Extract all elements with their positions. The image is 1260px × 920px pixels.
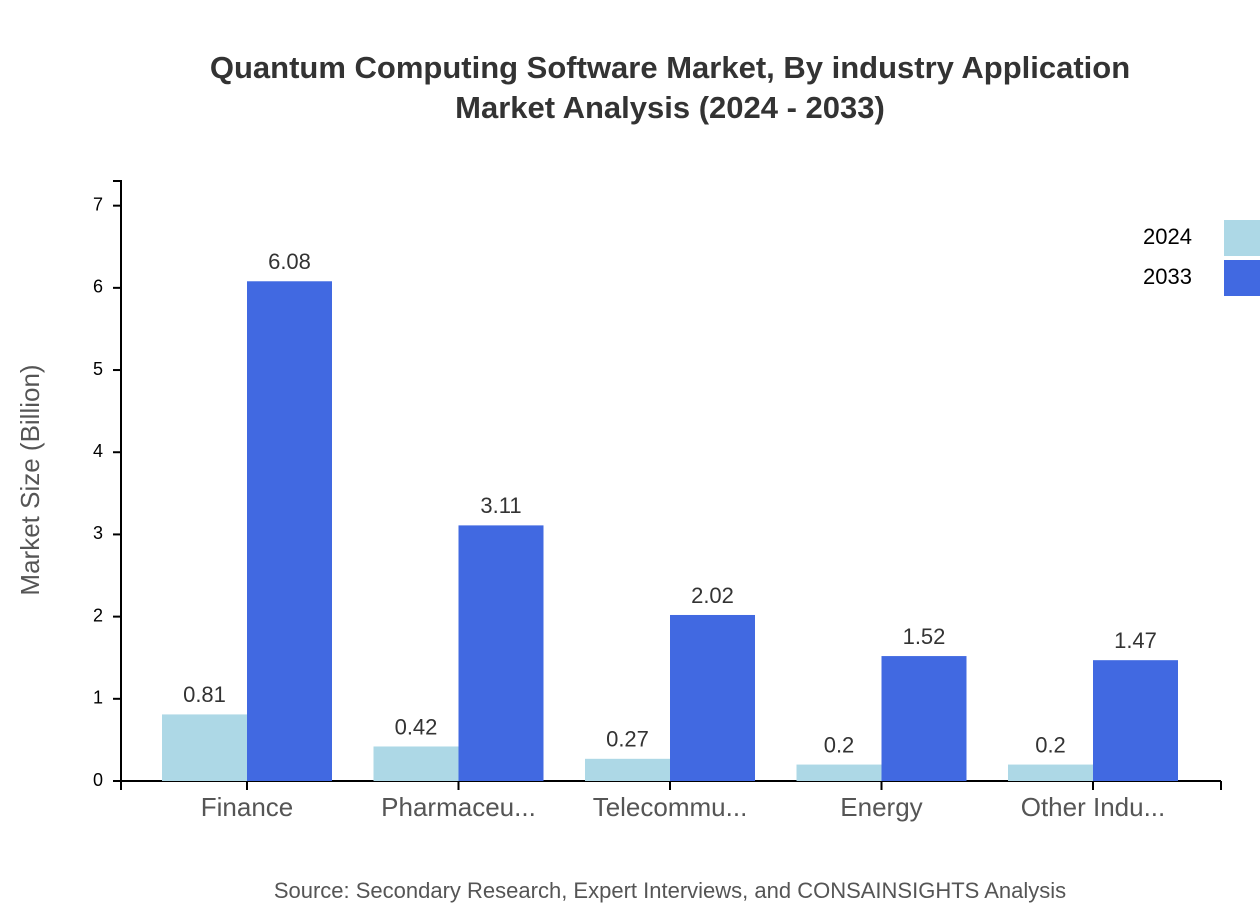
- value-label: 6.08: [268, 249, 311, 274]
- y-tick-label: 7: [93, 194, 103, 214]
- bar: [1008, 764, 1093, 781]
- bar: [670, 614, 755, 781]
- bar: [585, 758, 670, 781]
- y-tick-label: 6: [93, 277, 103, 297]
- chart-title: Market Analysis (2024 - 2033): [455, 90, 885, 125]
- y-tick-label: 0: [93, 770, 103, 790]
- value-label: 2.02: [691, 583, 734, 608]
- x-tick-label: Pharmaceu...: [381, 792, 536, 822]
- value-label: 0.42: [395, 714, 438, 739]
- bar: [458, 525, 544, 781]
- y-tick-label: 5: [93, 359, 103, 379]
- x-tick-label: Energy: [840, 792, 922, 822]
- chart-title: Quantum Computing Software Market, By in…: [210, 50, 1130, 85]
- y-axis-label: Market Size (Billion): [15, 364, 45, 595]
- bar: [881, 656, 967, 781]
- source-note: Source: Secondary Research, Expert Inter…: [274, 878, 1066, 903]
- legend-swatch: [1224, 220, 1260, 256]
- value-label: 0.27: [606, 727, 649, 752]
- x-tick-label: Telecommu...: [593, 792, 748, 822]
- value-label: 1.52: [903, 624, 946, 649]
- value-label: 0.2: [1035, 732, 1066, 757]
- legend-label: 2033: [1143, 264, 1192, 289]
- value-label: 3.11: [480, 493, 521, 518]
- value-label: 0.2: [824, 732, 855, 757]
- bar: [162, 714, 247, 781]
- y-tick-label: 3: [93, 523, 103, 543]
- bar: [796, 764, 882, 781]
- y-tick-label: 4: [93, 441, 103, 461]
- bar: [373, 746, 459, 781]
- bar: [1093, 660, 1178, 781]
- y-tick-label: 1: [93, 688, 103, 708]
- x-tick-label: Other Indu...: [1021, 792, 1166, 822]
- bar: [247, 281, 332, 781]
- value-label: 1.47: [1114, 628, 1157, 653]
- value-label: 0.81: [183, 682, 226, 707]
- legend-label: 2024: [1143, 224, 1192, 249]
- x-tick-label: Finance: [201, 792, 294, 822]
- y-tick-label: 2: [93, 605, 103, 625]
- legend-swatch: [1224, 260, 1260, 296]
